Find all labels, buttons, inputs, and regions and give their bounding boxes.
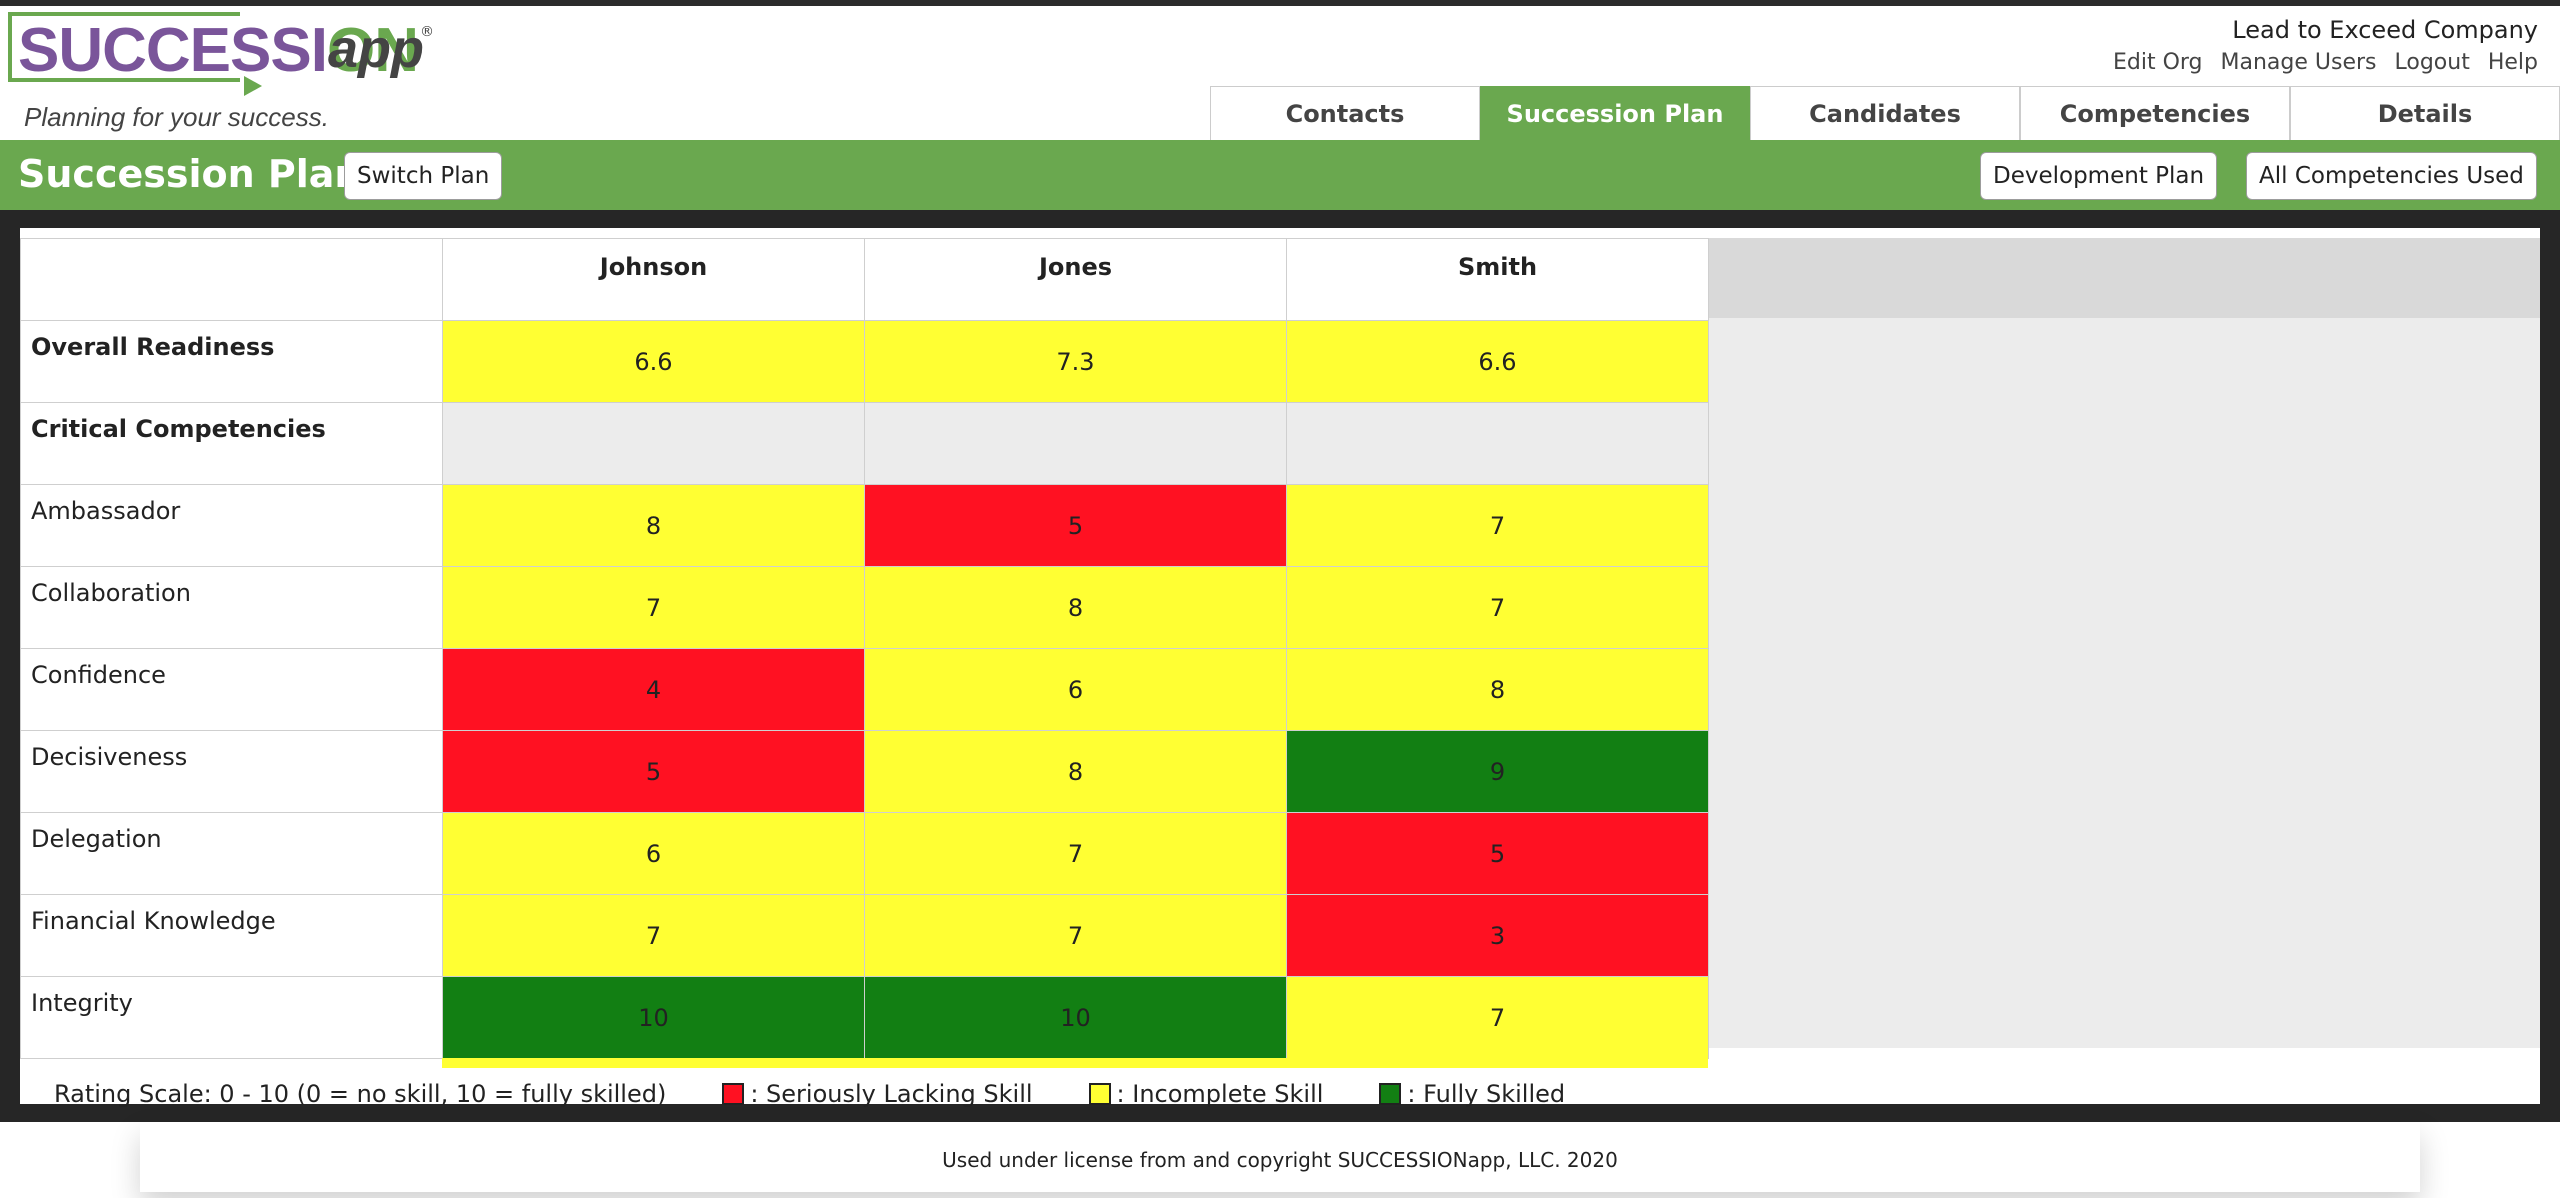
tab-details[interactable]: Details bbox=[2290, 86, 2560, 140]
rating-cell bbox=[442, 402, 865, 485]
row-label: Critical Competencies bbox=[20, 402, 443, 485]
legend-red-label: : Seriously Lacking Skill bbox=[750, 1080, 1033, 1108]
corner-cell bbox=[20, 238, 443, 321]
empty-header-area bbox=[1708, 238, 2540, 318]
yellow-swatch-icon bbox=[1088, 1083, 1111, 1105]
red-swatch-icon bbox=[722, 1083, 745, 1105]
row-label: Overall Readiness bbox=[20, 320, 443, 403]
tagline: Planning for your success. bbox=[24, 102, 329, 132]
company-name: Lead to Exceed Company bbox=[2232, 16, 2538, 44]
rating-cell[interactable]: 10 bbox=[442, 976, 865, 1059]
rating-cell[interactable]: 7 bbox=[442, 894, 865, 977]
rating-cell[interactable]: 6.6 bbox=[1286, 320, 1709, 403]
rating-cell[interactable]: 4 bbox=[442, 648, 865, 731]
legend-yellow: : Incomplete Skill bbox=[1088, 1080, 1324, 1108]
logo-frame bbox=[8, 12, 240, 82]
registered-mark: ® bbox=[420, 24, 434, 40]
rating-cell[interactable]: 8 bbox=[864, 566, 1287, 649]
rating-scale-text: Rating Scale: 0 - 10 (0 = no skill, 10 =… bbox=[54, 1080, 667, 1108]
empty-grid-area bbox=[1708, 318, 2540, 1048]
rating-cell bbox=[1286, 402, 1709, 485]
candidate-header[interactable]: Smith bbox=[1286, 238, 1709, 321]
logo-arrow-icon bbox=[244, 76, 262, 96]
matrix-body: Overall Readiness 6.6 7.3 6.6 Critical Compe… bbox=[20, 320, 1709, 1059]
rating-cell[interactable]: 7 bbox=[1286, 566, 1709, 649]
next-row-partial bbox=[442, 1058, 1708, 1068]
rating-cell[interactable]: 7 bbox=[864, 894, 1287, 977]
candidate-header-row: Johnson Jones Smith bbox=[20, 238, 1709, 321]
rating-cell[interactable]: 9 bbox=[1286, 730, 1709, 813]
help-link[interactable]: Help bbox=[2487, 50, 2538, 75]
row-label: Financial Knowledge bbox=[20, 894, 443, 977]
candidate-header[interactable]: Jones bbox=[864, 238, 1287, 321]
rating-cell[interactable]: 7 bbox=[1286, 484, 1709, 567]
header: SUCCESSION app ® Planning for your succe… bbox=[0, 6, 2560, 140]
table-row: Ambassador 8 5 7 bbox=[20, 484, 1709, 567]
footer: Used under license from and copyright SU… bbox=[0, 1122, 2560, 1198]
row-label: Delegation bbox=[20, 812, 443, 895]
manage-users-link[interactable]: Manage Users bbox=[2220, 50, 2377, 75]
tab-succession-plan[interactable]: Succession Plan bbox=[1480, 86, 1750, 140]
table-row: Delegation 6 7 5 bbox=[20, 812, 1709, 895]
header-links: Edit Org Manage Users Logout Help bbox=[2113, 50, 2538, 75]
logo[interactable]: SUCCESSION app ® bbox=[8, 12, 448, 96]
rating-cell[interactable]: 5 bbox=[442, 730, 865, 813]
table-row: Collaboration 7 8 7 bbox=[20, 566, 1709, 649]
tab-competencies[interactable]: Competencies bbox=[2020, 86, 2290, 140]
candidate-header[interactable]: Johnson bbox=[442, 238, 865, 321]
tab-contacts[interactable]: Contacts bbox=[1210, 86, 1480, 140]
toolbar: Succession Plan Switch Plan Development … bbox=[0, 140, 2560, 210]
rating-cell[interactable]: 8 bbox=[442, 484, 865, 567]
main-tabs: Contacts Succession Plan Candidates Comp… bbox=[1210, 86, 2560, 140]
rating-cell[interactable]: 5 bbox=[864, 484, 1287, 567]
table-row: Critical Competencies bbox=[20, 402, 1709, 485]
rating-cell[interactable]: 7 bbox=[864, 812, 1287, 895]
rating-cell bbox=[864, 402, 1287, 485]
logo-app-text: app bbox=[328, 19, 425, 79]
logo-wordmark: SUCCESSION bbox=[18, 16, 419, 85]
table-row: Decisiveness 5 8 9 bbox=[20, 730, 1709, 813]
rating-cell[interactable]: 7 bbox=[442, 566, 865, 649]
top-border bbox=[0, 0, 2560, 6]
legend: Rating Scale: 0 - 10 (0 = no skill, 10 =… bbox=[54, 1080, 1565, 1108]
rating-cell[interactable]: 7.3 bbox=[864, 320, 1287, 403]
all-competencies-button[interactable]: All Competencies Used bbox=[2246, 152, 2537, 200]
rating-cell[interactable]: 8 bbox=[1286, 648, 1709, 731]
table-row: Confidence 4 6 8 bbox=[20, 648, 1709, 731]
table-row: Financial Knowledge 7 7 3 bbox=[20, 894, 1709, 977]
tab-candidates[interactable]: Candidates bbox=[1750, 86, 2020, 140]
rating-cell[interactable]: 6 bbox=[442, 812, 865, 895]
copyright-text: Used under license from and copyright SU… bbox=[942, 1148, 1618, 1172]
legend-yellow-label: : Incomplete Skill bbox=[1116, 1080, 1324, 1108]
development-plan-button[interactable]: Development Plan bbox=[1980, 152, 2218, 200]
page-title: Succession Plan bbox=[18, 152, 362, 196]
green-swatch-icon bbox=[1379, 1083, 1402, 1105]
row-label: Confidence bbox=[20, 648, 443, 731]
footer-shadow bbox=[140, 1122, 2420, 1192]
switch-plan-button[interactable]: Switch Plan bbox=[344, 152, 503, 200]
legend-green: : Fully Skilled bbox=[1379, 1080, 1565, 1108]
rating-cell[interactable]: 10 bbox=[864, 976, 1287, 1059]
legend-green-label: : Fully Skilled bbox=[1407, 1080, 1566, 1108]
legend-red: : Seriously Lacking Skill bbox=[722, 1080, 1033, 1108]
row-label: Ambassador bbox=[20, 484, 443, 567]
table-row: Overall Readiness 6.6 7.3 6.6 bbox=[20, 320, 1709, 403]
row-label: Collaboration bbox=[20, 566, 443, 649]
matrix-panel: Johnson Jones Smith Overall Readiness 6.6… bbox=[20, 228, 2540, 1108]
content-area: Johnson Jones Smith Overall Readiness 6.6… bbox=[0, 210, 2560, 1122]
readiness-matrix: Johnson Jones Smith Overall Readiness 6.6… bbox=[20, 238, 1709, 1059]
rating-cell[interactable]: 6.6 bbox=[442, 320, 865, 403]
rating-cell[interactable]: 5 bbox=[1286, 812, 1709, 895]
rating-cell[interactable]: 7 bbox=[1286, 976, 1709, 1059]
row-label: Integrity bbox=[20, 976, 443, 1059]
row-label: Decisiveness bbox=[20, 730, 443, 813]
edit-org-link[interactable]: Edit Org bbox=[2112, 50, 2203, 75]
table-row: Integrity 10 10 7 bbox=[20, 976, 1709, 1059]
rating-cell[interactable]: 3 bbox=[1286, 894, 1709, 977]
logout-link[interactable]: Logout bbox=[2394, 50, 2470, 75]
rating-cell[interactable]: 8 bbox=[864, 730, 1287, 813]
rating-cell[interactable]: 6 bbox=[864, 648, 1287, 731]
